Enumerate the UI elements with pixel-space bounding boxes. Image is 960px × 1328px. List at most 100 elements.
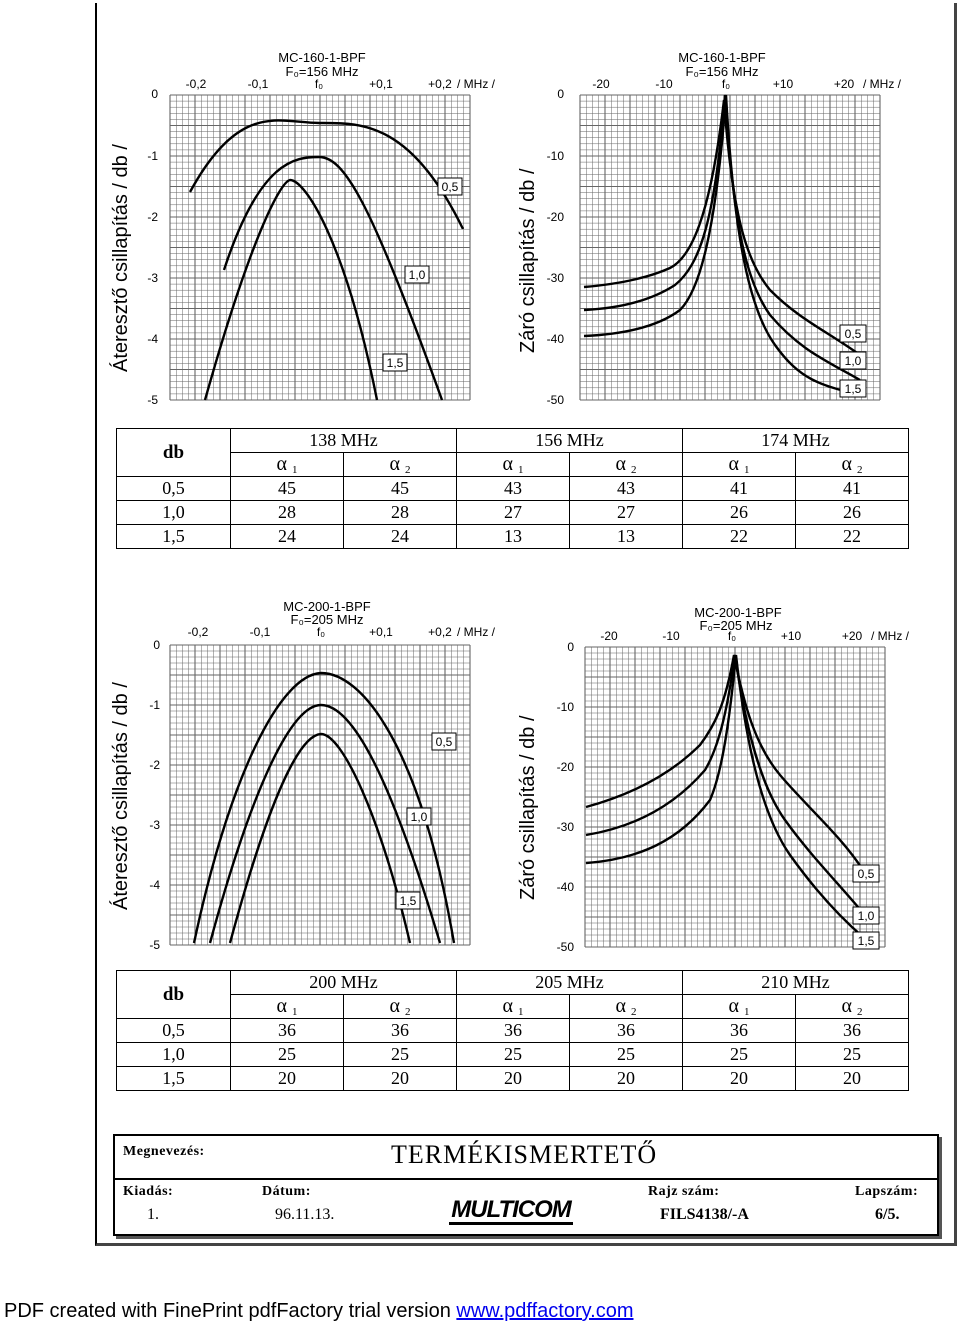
x-tick-label: +20 (834, 77, 855, 91)
cell: 28 (343, 500, 457, 525)
freq-header: 156 MHz (456, 428, 683, 453)
curve-label: 0,5 (845, 327, 862, 341)
cell: 36 (456, 1018, 570, 1043)
x-tick-label: -0,2 (188, 625, 209, 639)
curve-label: 1,5 (400, 894, 417, 908)
y-tick-label: 0 (567, 640, 574, 654)
alpha-header: α 1 (230, 452, 344, 477)
chart-top-left: MC-160-1-BPF F₀=156 MHz -0,2 -0,1 f₀ +0,… (147, 50, 495, 407)
x-tick-label: -10 (662, 629, 680, 643)
cell: 36 (795, 1018, 909, 1043)
x-tick-label: +20 (842, 629, 863, 643)
chart-title-line-2: F₀=205 MHz (700, 618, 773, 633)
x-tick-label: -0,1 (248, 77, 269, 91)
x-tick-label: +10 (773, 77, 794, 91)
x-tick-label: -0,1 (250, 625, 271, 639)
table-row: 1,5 20 20 20 20 20 20 (116, 1066, 909, 1091)
curve-0-5 (188, 119, 465, 230)
curve-1-5 (583, 94, 861, 397)
curve-label: 1,5 (387, 356, 404, 370)
alpha-header: α 1 (682, 452, 796, 477)
db-header: db (116, 970, 231, 1019)
cell: 41 (682, 476, 796, 501)
chart-ylabel-top-right: Záró csillapítás / db / (517, 168, 539, 353)
curve-1-0 (208, 703, 442, 944)
pdffactory-link[interactable]: www.pdffactory.com (456, 1300, 634, 1322)
curve-1-5 (585, 654, 864, 938)
y-tick-label: -10 (557, 700, 575, 714)
y-tick-label: -40 (557, 880, 575, 894)
curve-label-box (852, 906, 880, 925)
alpha-header: α 2 (569, 452, 683, 477)
chart-title-line-1: MC-200-1-BPF (283, 599, 370, 614)
table-row: 0,5 45 45 43 43 41 41 (116, 476, 909, 501)
curve-label: 1,0 (409, 268, 426, 282)
cell: 13 (569, 524, 683, 549)
table-row: 1,0 28 28 27 27 26 26 (116, 500, 909, 525)
document-title: TERMÉKISMERTETŐ (391, 1140, 658, 1169)
cell: 13 (456, 524, 570, 549)
datum-label: Dátum: (262, 1184, 311, 1199)
x-tick-label: f₀ (728, 629, 736, 643)
chart-title-line-1: MC-160-1-BPF (278, 50, 365, 65)
chart-bottom-right: MC-200-1-BPF F₀=205 MHz -20 -10 f₀ +10 +… (557, 605, 910, 954)
alpha-header: α 1 (456, 994, 570, 1019)
curve-label-box (839, 379, 867, 398)
alpha-header: α 2 (795, 452, 909, 477)
alpha-header: α 1 (230, 994, 344, 1019)
lapszam-label: Lapszám: (855, 1184, 919, 1199)
attenuation-table-2: db 200 MHz 205 MHz 210 MHz α 1 α 2 α 1 α… (116, 970, 909, 1091)
row-db: 1,5 (116, 524, 231, 549)
row-db: 0,5 (116, 476, 231, 501)
x-tick-label: +0,1 (369, 625, 393, 639)
cell: 25 (795, 1042, 909, 1067)
pdf-banner: PDF created with FinePrint pdfFactory tr… (4, 1300, 634, 1323)
multicom-logo: MULTICOM (449, 1196, 573, 1225)
x-tick-label: +10 (781, 629, 802, 643)
y-tick-label: -4 (149, 878, 160, 892)
cell: 36 (343, 1018, 457, 1043)
curve-1-5 (228, 732, 412, 944)
cell: 27 (456, 500, 570, 525)
curve-label-box (395, 891, 421, 910)
cell: 20 (230, 1066, 344, 1091)
table-row: 1,0 25 25 25 25 25 25 (116, 1042, 909, 1067)
curve-label-box (382, 353, 408, 372)
cell: 25 (230, 1042, 344, 1067)
freq-header: 205 MHz (456, 970, 683, 995)
alpha-header: α 2 (569, 994, 683, 1019)
kiadas-value: 1. (147, 1206, 159, 1223)
y-tick-label: -30 (547, 271, 565, 285)
chart-bottom-left: MC-200-1-BPF F₀=205 MHz -0,2 -0,1 f₀ +0,… (149, 599, 496, 952)
y-tick-label: -4 (147, 332, 158, 346)
lapszam-value: 6/5. (875, 1206, 900, 1223)
cell: 26 (682, 500, 796, 525)
cell: 20 (795, 1066, 909, 1091)
y-tick-label: -20 (557, 760, 575, 774)
y-tick-label: 0 (153, 638, 160, 652)
rajzszam-value: FILS4138/-A (660, 1206, 749, 1223)
curve-1-0 (222, 155, 444, 401)
freq-header: 200 MHz (230, 970, 457, 995)
pdf-banner-text: PDF created with FinePrint pdfFactory tr… (4, 1300, 457, 1322)
y-tick-label: -50 (547, 393, 565, 407)
y-tick-label: -2 (149, 758, 160, 772)
cell: 25 (682, 1042, 796, 1067)
curve-label: 1,5 (858, 934, 875, 948)
cell: 20 (343, 1066, 457, 1091)
y-tick-label: -5 (149, 938, 160, 952)
y-tick-label: -20 (547, 210, 565, 224)
y-tick-label: -10 (547, 149, 565, 163)
cell: 20 (569, 1066, 683, 1091)
curve-label: 0,5 (858, 867, 875, 881)
alpha-header: α 1 (456, 452, 570, 477)
cell: 28 (230, 500, 344, 525)
curve-label-box (839, 324, 867, 343)
db-header: db (116, 428, 231, 477)
rajzszam-label: Rajz szám: (648, 1184, 720, 1199)
x-unit-label: / MHz / (457, 625, 496, 639)
x-tick-label: +0,2 (428, 625, 452, 639)
chart-title-line-2: F₀=156 MHz (286, 64, 359, 79)
cell: 36 (682, 1018, 796, 1043)
chart-title-line-2: F₀=156 MHz (686, 64, 759, 79)
